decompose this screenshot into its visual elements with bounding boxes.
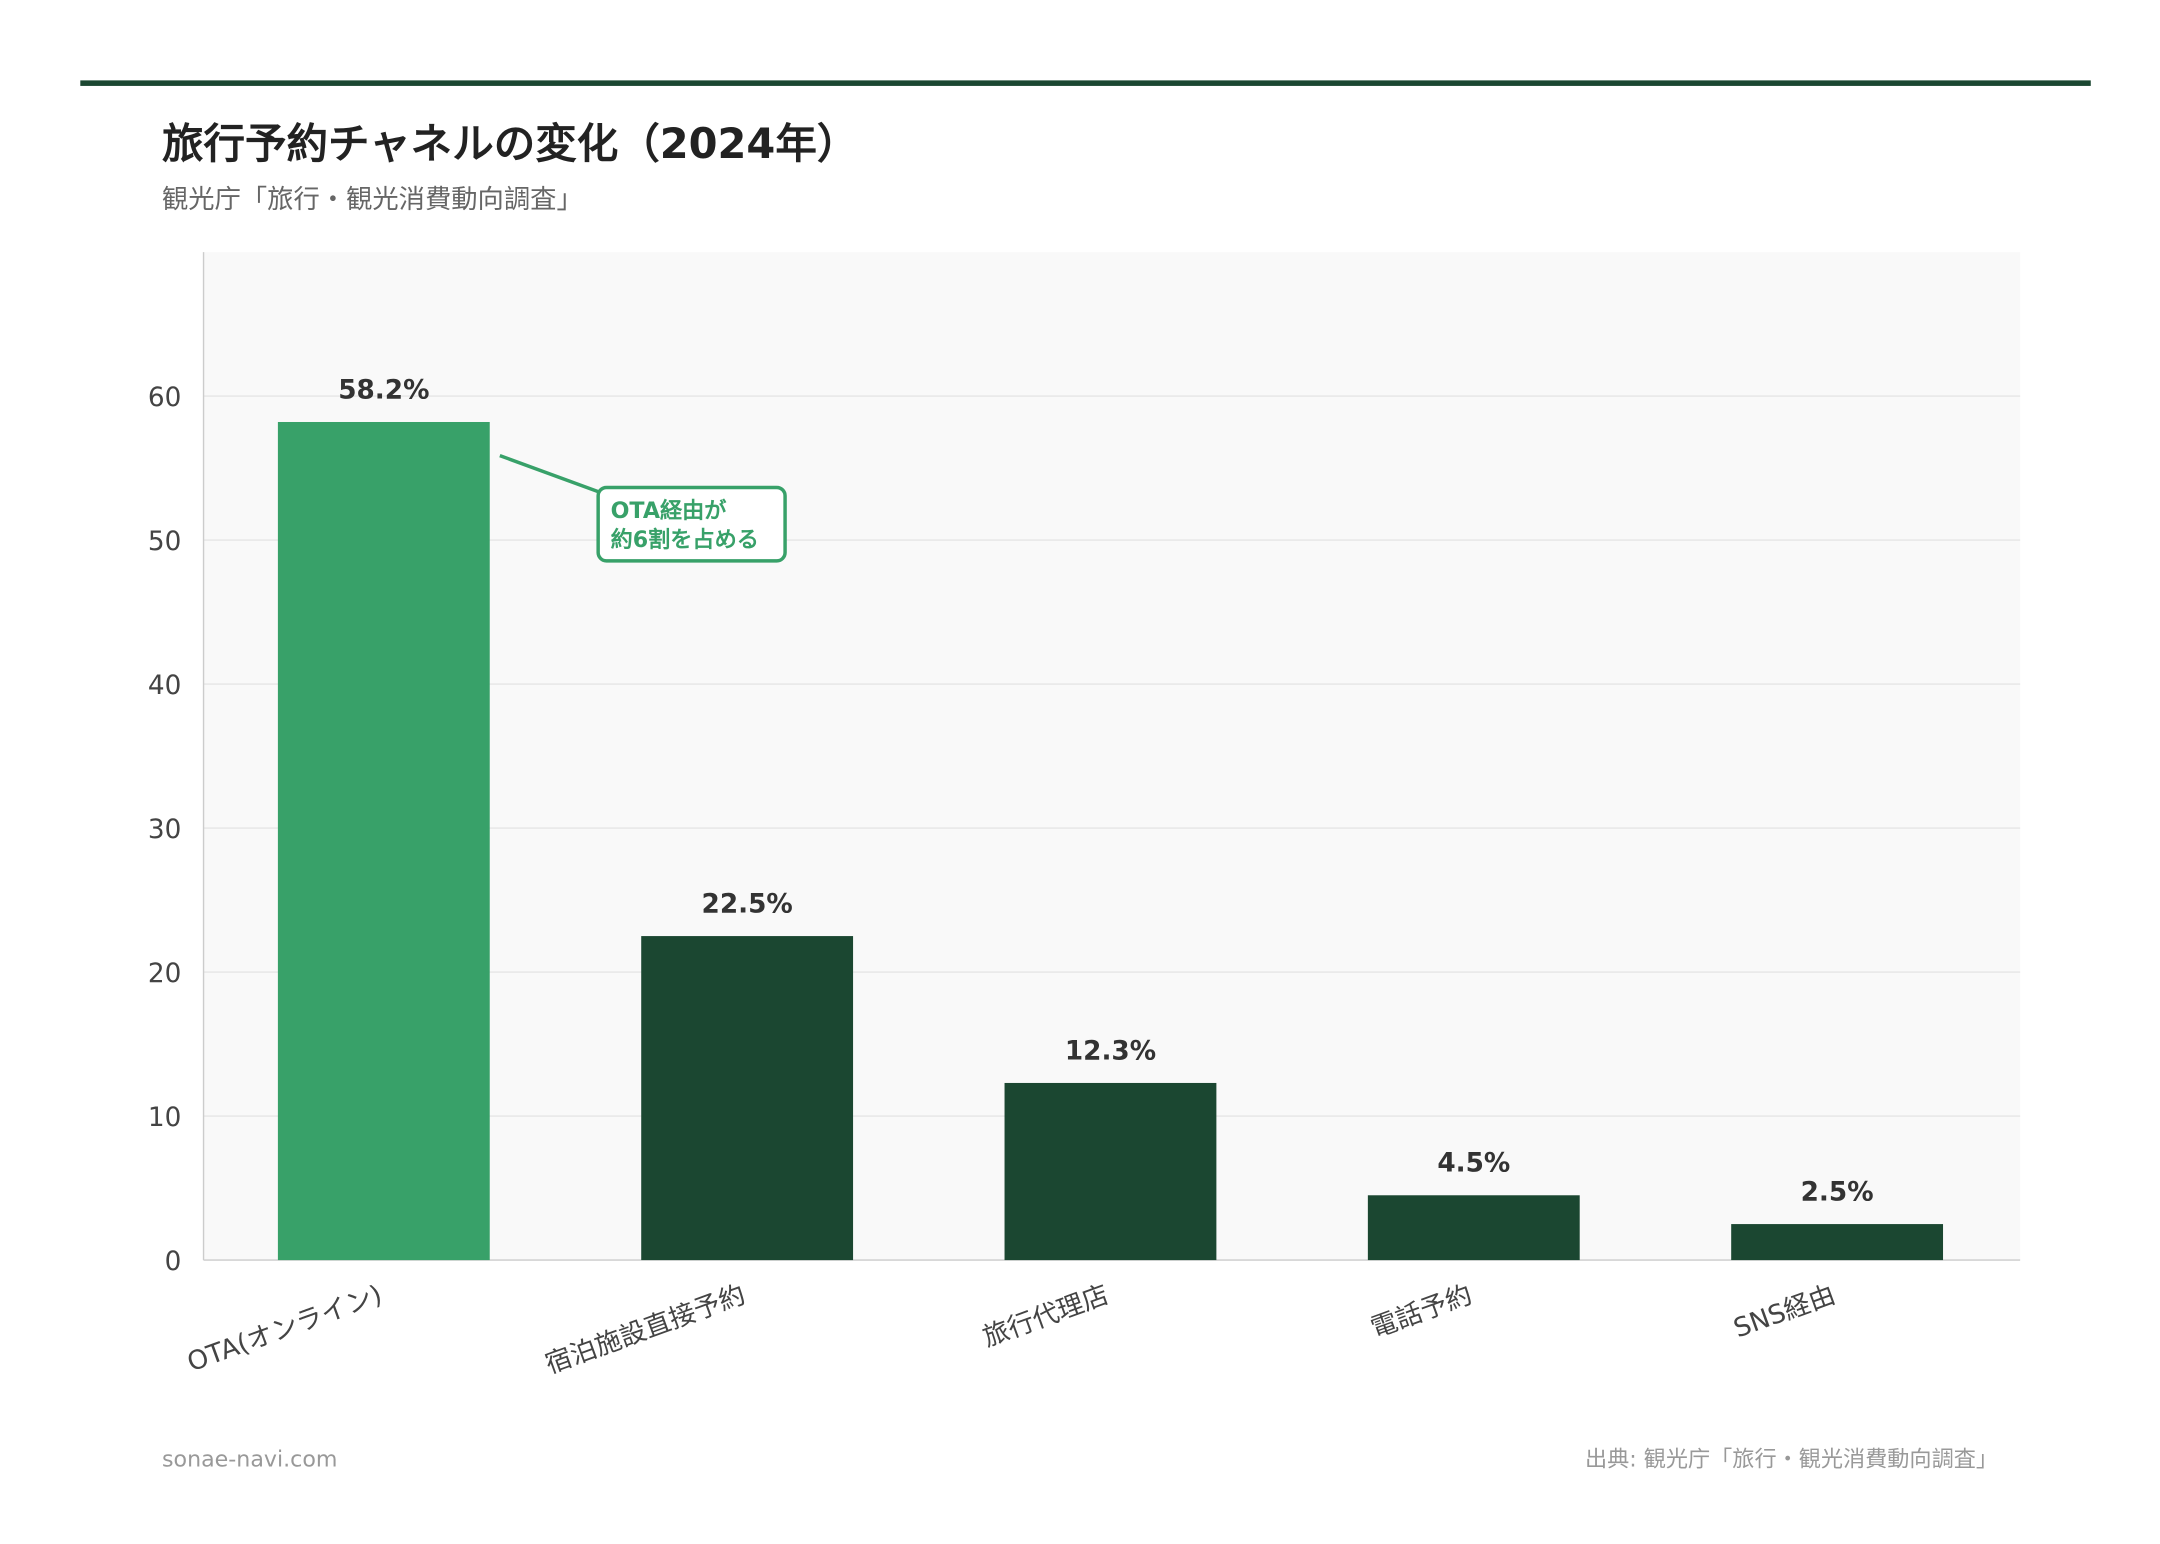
y-tick-label: 0	[165, 1247, 182, 1277]
bar	[277, 421, 490, 1261]
gridlines	[203, 395, 2021, 1117]
chart-title: 旅行予約チャネルの変化（2024年）	[162, 119, 858, 168]
data-label: 4.5%	[1437, 1149, 1510, 1179]
data-label: 12.3%	[1065, 1036, 1156, 1066]
y-tick-label: 10	[148, 1103, 181, 1133]
annotation-box	[596, 485, 787, 563]
annotation-line-1: OTA経由が	[611, 498, 728, 524]
bar	[1731, 1224, 1944, 1261]
annotation-leader	[499, 453, 599, 494]
footer-source: 出典: 観光庁「旅行・観光消費動向調査」	[1585, 1446, 1998, 1472]
data-label: 58.2%	[338, 375, 429, 405]
top-rule	[80, 80, 2091, 86]
y-tick-label: 20	[148, 959, 181, 989]
bar	[1004, 1082, 1217, 1261]
bars	[277, 421, 1944, 1261]
x-tick-label: 宿泊施設直接予約	[542, 1280, 750, 1380]
chart-subtitle: 観光庁「旅行・観光消費動向調査」	[162, 185, 583, 215]
data-label: 2.5%	[1801, 1178, 1874, 1208]
data-label: 22.5%	[702, 890, 793, 920]
annotation: OTA経由が 約6割を占める	[499, 453, 787, 563]
x-tick-label: OTA(オンライン)	[184, 1280, 387, 1378]
data-labels: 58.2% 22.5% 12.3% 4.5% 2.5%	[338, 375, 1873, 1207]
y-tick-label: 50	[148, 527, 181, 557]
y-tick-label: 40	[148, 671, 181, 701]
x-tick-label: SNS経由	[1730, 1280, 1840, 1344]
x-labels: OTA(オンライン) 宿泊施設直接予約 旅行代理店 電話予約 SNS経由	[184, 1280, 1840, 1380]
y-tick-label: 60	[148, 383, 181, 413]
y-tick-label: 30	[148, 815, 181, 845]
bar	[1367, 1195, 1580, 1261]
x-tick-label: 電話予約	[1367, 1280, 1476, 1344]
y-ticks: 0 10 20 30 40 50 60	[148, 383, 181, 1277]
footer-site: sonae-navi.com	[162, 1446, 337, 1472]
annotation-line-2: 約6割を占める	[611, 527, 759, 553]
bar	[641, 936, 854, 1261]
x-tick-label: 旅行代理店	[979, 1280, 1113, 1353]
